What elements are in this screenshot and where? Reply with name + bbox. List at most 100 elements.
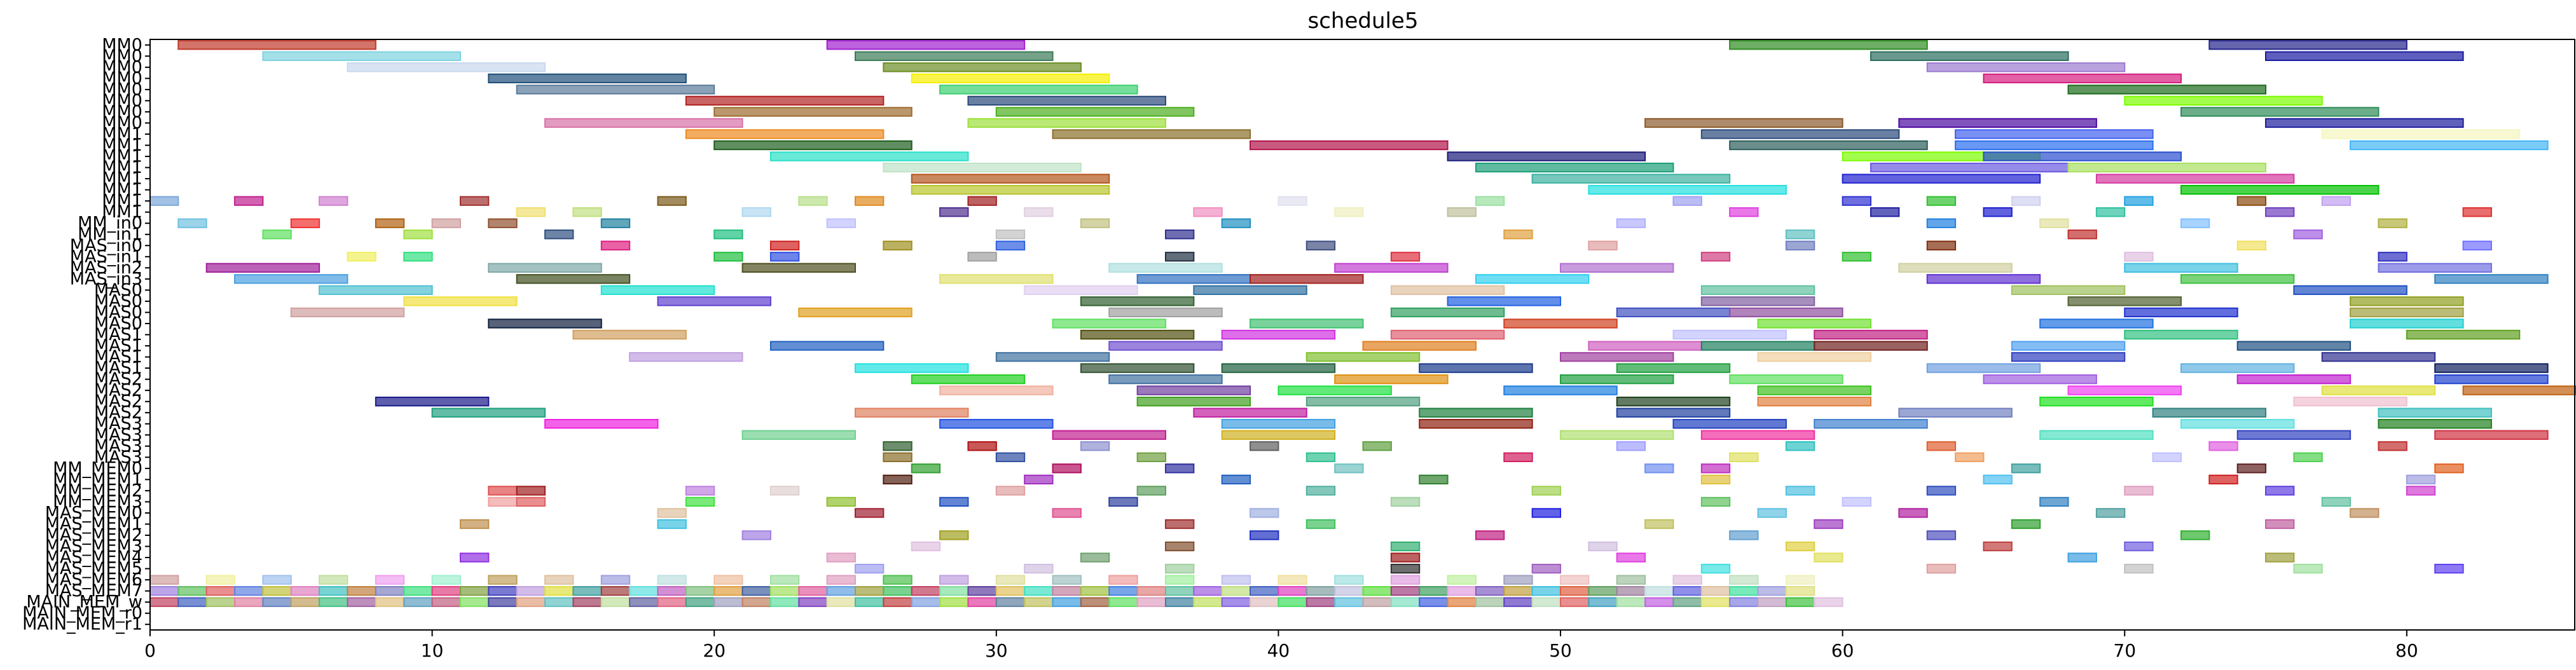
x-tick-label: 60 [1831, 640, 1854, 661]
task-bar [1616, 441, 1646, 451]
task-bar [939, 575, 969, 585]
task-bar [488, 218, 518, 228]
task-bar [2180, 107, 2380, 117]
task-bar [2236, 341, 2352, 351]
task-bar [1672, 196, 1702, 206]
task-bar [1305, 597, 1336, 607]
task-bar [826, 552, 857, 563]
task-bar [1870, 207, 1900, 217]
y-tick-label: MAS1 [94, 325, 142, 345]
task-bar [375, 597, 405, 607]
task-bar [544, 575, 574, 585]
task-bar [939, 585, 969, 596]
task-bar [1419, 363, 1533, 373]
task-bar [2236, 196, 2267, 206]
task-bar [1390, 252, 1421, 262]
task-bar [939, 496, 969, 507]
task-bar [1164, 597, 1195, 607]
task-bar [2406, 329, 2521, 340]
task-bar [2321, 129, 2521, 139]
task-bar [1052, 597, 1082, 607]
task-bar [1644, 585, 1674, 596]
task-bar [516, 207, 546, 217]
task-bar [544, 419, 659, 429]
task-bar [1700, 296, 1815, 306]
task-bar [883, 575, 913, 585]
task-bar [1983, 151, 2182, 161]
task-bar [798, 597, 828, 607]
task-bar [1983, 541, 2013, 552]
task-bar [1334, 597, 1364, 607]
task-bar [826, 218, 857, 228]
task-bar [1785, 441, 1815, 451]
task-bar [1757, 352, 1871, 362]
task-bar [177, 40, 376, 50]
task-bar [2434, 374, 2549, 385]
task-bar [1588, 341, 1702, 351]
task-bar [798, 585, 828, 596]
task-bar [967, 95, 1166, 106]
task-bar [1955, 140, 2154, 151]
task-bar [488, 597, 518, 607]
task-bar [1108, 341, 1223, 351]
task-bar [1503, 385, 1618, 395]
task-bar [1305, 585, 1336, 596]
task-bar [1250, 508, 1279, 518]
task-bar [1221, 575, 1251, 585]
task-bar [431, 407, 546, 418]
task-bar [657, 519, 687, 530]
task-bar [2236, 374, 2352, 385]
task-bar [1475, 530, 1505, 540]
y-tick-label: MM1 [102, 202, 142, 222]
y-tick-label: MAS_MEM3 [45, 537, 142, 556]
task-bar [516, 85, 715, 95]
task-bar [572, 207, 602, 217]
task-bar [1390, 563, 1421, 574]
task-bar [1052, 575, 1082, 585]
task-bar [967, 118, 1166, 128]
task-bar [1362, 597, 1392, 607]
task-bar [1983, 374, 2097, 385]
task-bar [1419, 585, 1449, 596]
task-bar [1475, 274, 1590, 284]
task-bar [2321, 352, 2436, 362]
task-bar [1108, 263, 1223, 273]
task-bar [2124, 196, 2154, 206]
task-bar [319, 196, 348, 206]
task-bar [713, 585, 743, 596]
task-bar [2124, 329, 2238, 340]
task-bar [1136, 452, 1166, 462]
task-bar [431, 585, 461, 596]
task-bar [2124, 95, 2323, 106]
task-bar [516, 597, 546, 607]
task-bar [1700, 341, 1815, 351]
task-bar [741, 207, 771, 217]
task-bar [488, 496, 518, 507]
task-bar [488, 585, 518, 596]
task-bar [1024, 597, 1054, 607]
task-bar [375, 575, 405, 585]
y-tick-label: MAS0 [94, 313, 142, 333]
task-bar [911, 585, 941, 596]
task-bar [911, 541, 941, 552]
task-bar [1729, 452, 1759, 462]
task-bar [2067, 385, 2182, 395]
y-tick-label: MM0 [102, 102, 142, 121]
task-bar [1700, 252, 1731, 262]
task-bar [600, 218, 631, 228]
task-bar [2011, 196, 2041, 206]
task-bar [1531, 486, 1562, 496]
task-bar [1814, 329, 1928, 340]
task-bar [967, 441, 997, 451]
task-bar [572, 585, 602, 596]
y-tick-label: MM_in0 [78, 214, 142, 233]
task-bar [2434, 430, 2549, 440]
task-bar [713, 252, 743, 262]
task-bar [2208, 40, 2407, 50]
task-bar [1644, 118, 1843, 128]
y-tick-label: MAS3 [94, 436, 142, 456]
task-bar [2236, 430, 2352, 440]
task-bar [262, 229, 292, 240]
task-bar [1136, 385, 1251, 395]
task-bar [741, 585, 771, 596]
